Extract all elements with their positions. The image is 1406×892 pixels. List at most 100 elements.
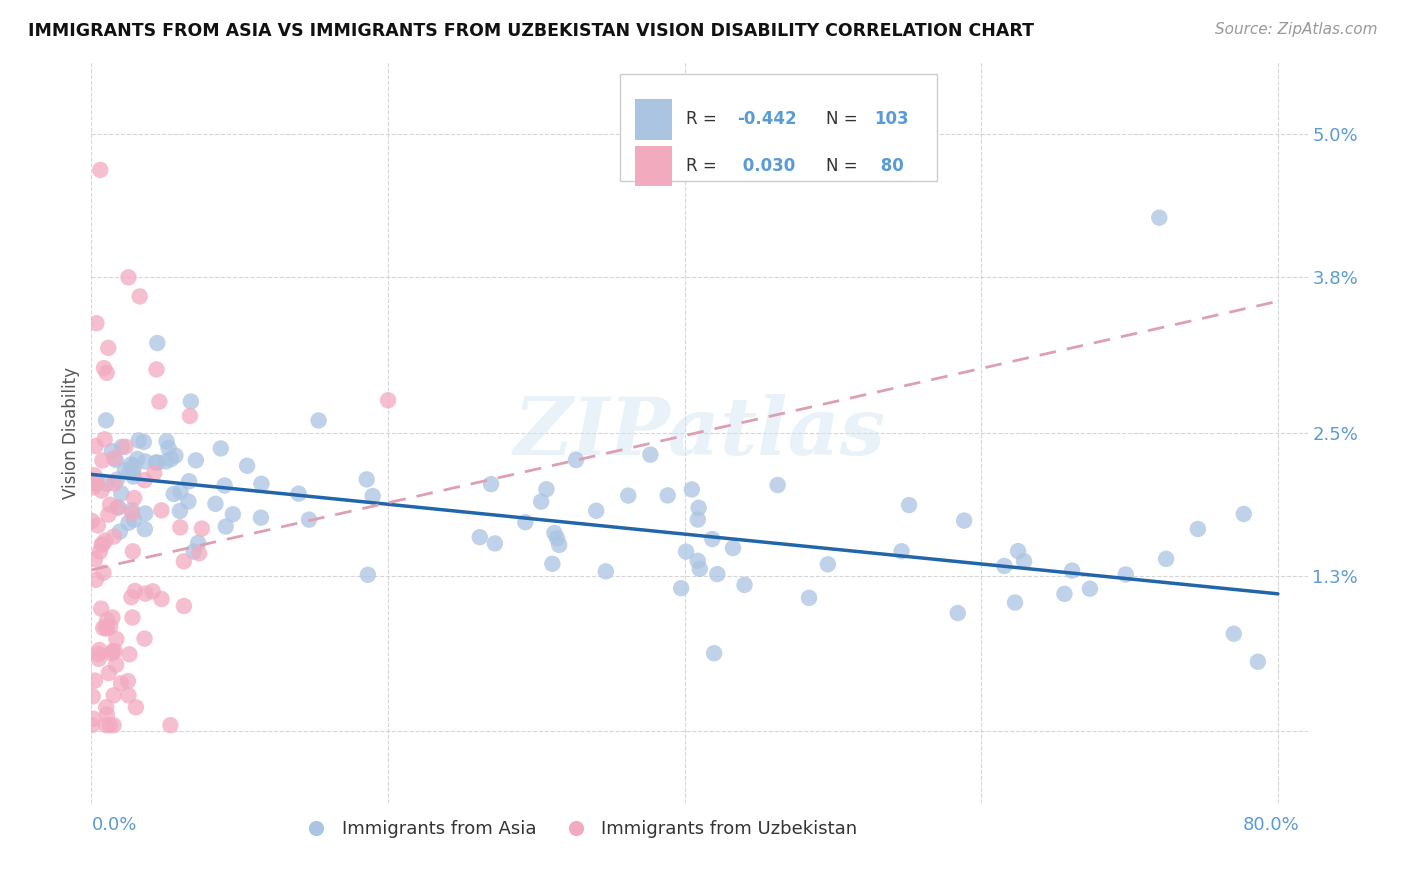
- Point: [546, 531, 568, 545]
- Point: [165, 449, 187, 463]
- Point: [80, 514, 103, 528]
- Point: [87, 652, 110, 666]
- Point: [127, 452, 149, 467]
- Point: [1053, 587, 1076, 601]
- Point: [105, 500, 128, 515]
- Point: [104, 644, 127, 658]
- Point: [1078, 582, 1101, 596]
- Text: 0.030: 0.030: [737, 157, 796, 175]
- Point: [100, 646, 122, 660]
- Point: [169, 504, 191, 518]
- Point: [117, 516, 139, 530]
- Point: [121, 544, 143, 558]
- Point: [108, 524, 131, 539]
- Point: [1154, 552, 1177, 566]
- Point: [734, 578, 756, 592]
- Text: Source: ZipAtlas.com: Source: ZipAtlas.com: [1215, 22, 1378, 37]
- FancyBboxPatch shape: [620, 73, 936, 181]
- Point: [681, 483, 703, 497]
- Point: [111, 440, 134, 454]
- Point: [110, 676, 132, 690]
- Point: [118, 648, 141, 662]
- Point: [82, 480, 104, 494]
- Point: [96, 366, 118, 380]
- Point: [150, 503, 173, 517]
- Point: [548, 538, 571, 552]
- Point: [766, 478, 789, 492]
- Point: [155, 454, 177, 468]
- Point: [585, 504, 607, 518]
- Point: [565, 453, 588, 467]
- Point: [703, 646, 725, 660]
- Point: [157, 441, 180, 455]
- Point: [191, 522, 214, 536]
- Point: [84, 573, 107, 587]
- Point: [686, 554, 709, 568]
- Point: [617, 489, 640, 503]
- Point: [640, 448, 662, 462]
- Point: [122, 491, 145, 505]
- Point: [146, 336, 169, 351]
- Point: [1187, 522, 1209, 536]
- Point: [361, 489, 384, 503]
- Point: [134, 507, 156, 521]
- Point: [898, 498, 921, 512]
- Bar: [636, 99, 672, 140]
- Point: [101, 610, 124, 624]
- Point: [117, 689, 139, 703]
- Point: [128, 289, 150, 303]
- Text: IMMIGRANTS FROM ASIA VS IMMIGRANTS FROM UZBEKISTAN VISION DISABILITY CORRELATION: IMMIGRANTS FROM ASIA VS IMMIGRANTS FROM …: [28, 22, 1035, 40]
- Point: [128, 434, 150, 448]
- Point: [90, 538, 112, 552]
- Point: [87, 518, 110, 533]
- Point: [1222, 626, 1244, 640]
- Point: [236, 458, 259, 473]
- Point: [721, 541, 744, 555]
- Point: [94, 413, 117, 427]
- Legend: Immigrants from Asia, Immigrants from Uzbekistan: Immigrants from Asia, Immigrants from Uz…: [291, 814, 865, 846]
- Point: [1149, 211, 1171, 225]
- Text: R =: R =: [686, 157, 723, 175]
- Point: [145, 362, 167, 376]
- Point: [121, 506, 143, 520]
- Point: [356, 472, 378, 486]
- Point: [84, 477, 107, 491]
- Y-axis label: Vision Disability: Vision Disability: [62, 367, 80, 499]
- Text: 103: 103: [875, 111, 910, 128]
- Point: [122, 466, 145, 480]
- Point: [101, 644, 124, 658]
- Point: [80, 718, 103, 732]
- Text: 0.0%: 0.0%: [91, 816, 136, 834]
- Point: [686, 512, 709, 526]
- Point: [536, 482, 558, 496]
- Point: [287, 486, 309, 500]
- Point: [122, 458, 145, 473]
- Point: [702, 532, 724, 546]
- Point: [89, 544, 111, 558]
- Point: [98, 620, 121, 634]
- Point: [107, 500, 129, 515]
- Point: [94, 533, 117, 548]
- Text: N =: N =: [825, 111, 863, 128]
- Point: [1004, 595, 1026, 609]
- Point: [188, 546, 211, 560]
- Point: [83, 468, 105, 483]
- Point: [98, 498, 121, 512]
- Point: [817, 558, 839, 572]
- Point: [89, 162, 111, 177]
- Point: [118, 465, 141, 479]
- Point: [209, 442, 232, 456]
- Point: [134, 473, 156, 487]
- Point: [215, 519, 238, 533]
- Text: 80.0%: 80.0%: [1243, 816, 1299, 834]
- Point: [121, 503, 143, 517]
- Point: [105, 473, 128, 487]
- Bar: [636, 145, 672, 186]
- Point: [97, 666, 120, 681]
- Point: [101, 443, 124, 458]
- Point: [1233, 507, 1256, 521]
- Point: [90, 601, 112, 615]
- Point: [515, 515, 537, 529]
- Point: [84, 439, 107, 453]
- Point: [91, 453, 114, 467]
